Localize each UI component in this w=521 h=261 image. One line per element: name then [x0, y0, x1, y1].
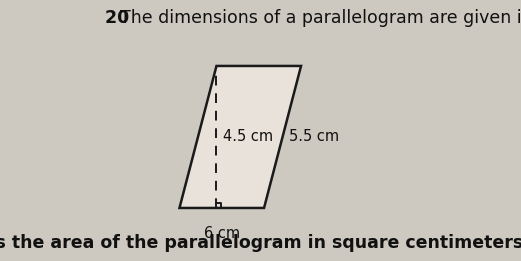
- Polygon shape: [179, 66, 301, 208]
- Text: What is the area of the parallelogram in square centimeters?: What is the area of the parallelogram in…: [0, 234, 521, 252]
- Text: The dimensions of a parallelogram are given in centimeters.: The dimensions of a parallelogram are gi…: [120, 9, 521, 27]
- Text: 20: 20: [105, 9, 136, 27]
- Text: 6 cm: 6 cm: [204, 226, 240, 241]
- Text: 5.5 cm: 5.5 cm: [289, 129, 339, 144]
- Text: 4.5 cm: 4.5 cm: [223, 129, 273, 144]
